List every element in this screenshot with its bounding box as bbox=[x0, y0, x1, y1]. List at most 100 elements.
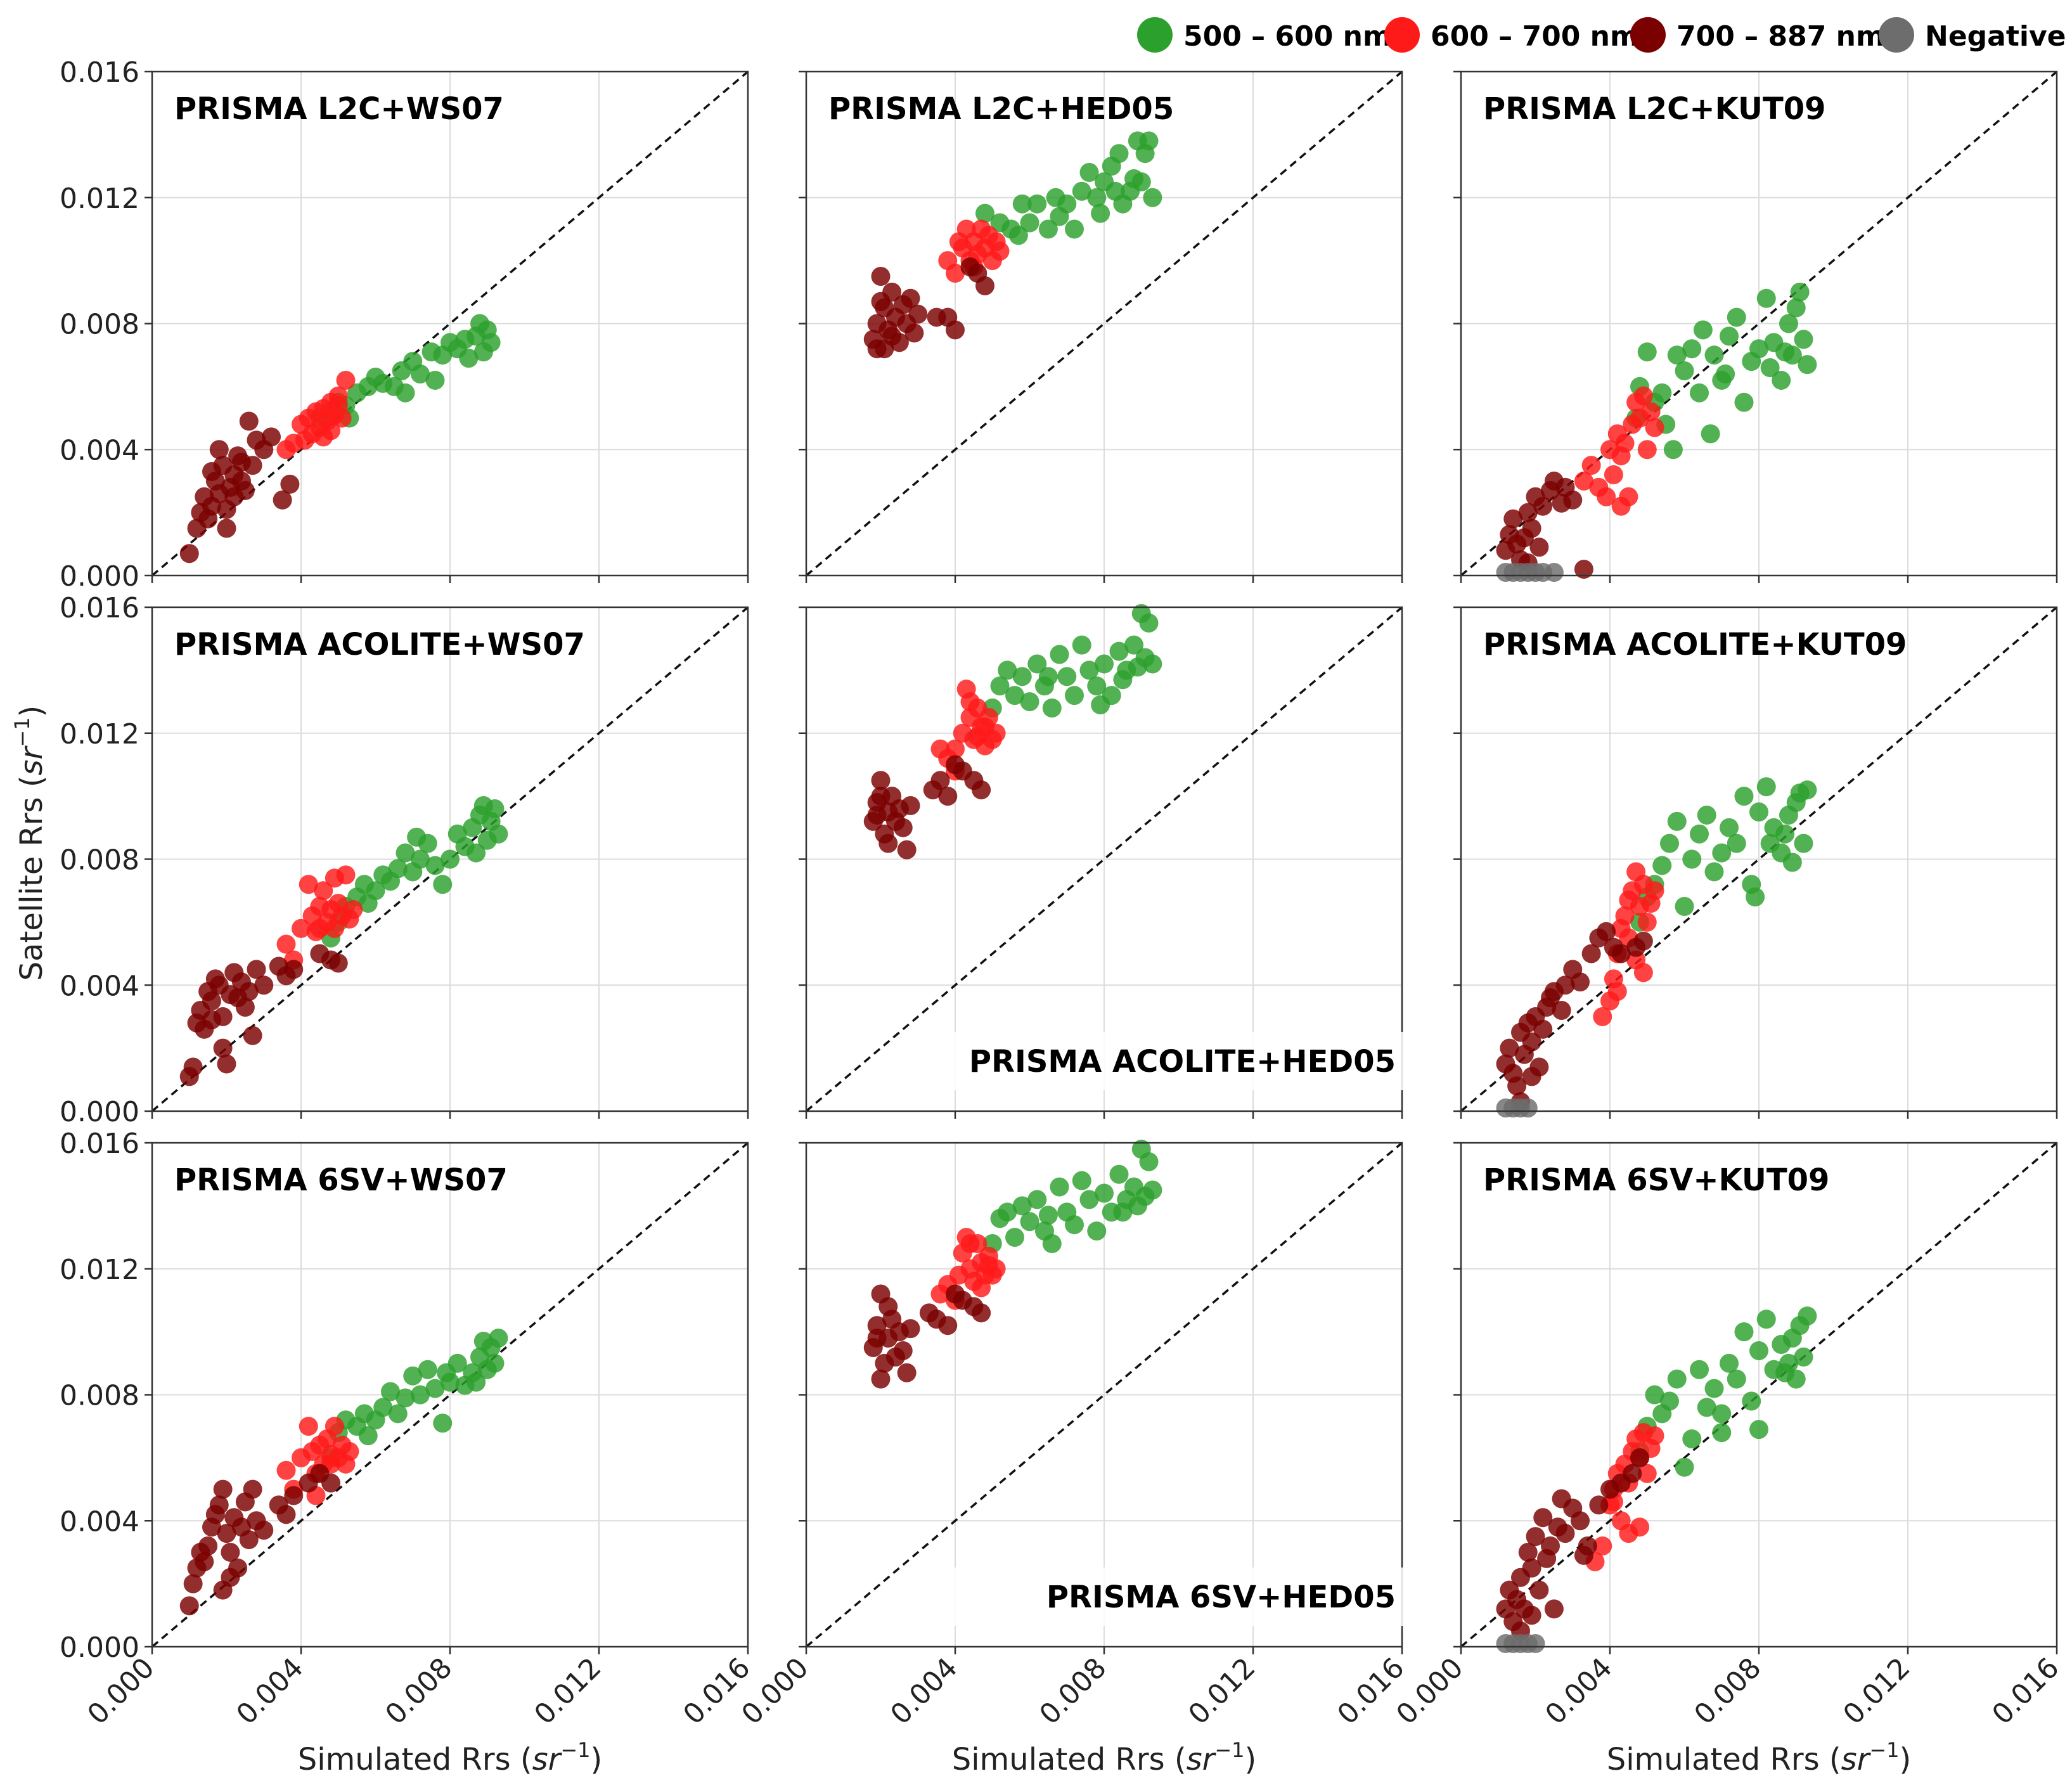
data-point bbox=[425, 1379, 445, 1398]
data-point bbox=[1038, 219, 1058, 239]
y-tick-label: 0.012 bbox=[60, 718, 139, 750]
data-point bbox=[213, 1038, 233, 1058]
data-point bbox=[1604, 465, 1623, 484]
data-point bbox=[183, 1574, 203, 1594]
data-point bbox=[1637, 1464, 1657, 1483]
data-point bbox=[1042, 1234, 1062, 1253]
data-point bbox=[949, 232, 968, 252]
data-point bbox=[1772, 370, 1791, 390]
x-tick-label: 0.000 bbox=[735, 1652, 814, 1731]
data-point bbox=[1581, 944, 1601, 963]
data-point bbox=[425, 856, 445, 875]
x-axis-unit: sr bbox=[1187, 1742, 1217, 1777]
data-point bbox=[930, 771, 950, 790]
data-point bbox=[1065, 1215, 1084, 1235]
data-point bbox=[1641, 402, 1661, 422]
data-point bbox=[1697, 1398, 1716, 1417]
data-point bbox=[1690, 824, 1709, 844]
data-point bbox=[344, 900, 363, 919]
series-d bbox=[179, 411, 300, 563]
data-point bbox=[998, 660, 1017, 680]
data-point bbox=[1727, 1369, 1746, 1389]
data-point bbox=[388, 1404, 408, 1424]
data-point bbox=[224, 487, 244, 506]
data-point bbox=[1756, 288, 1776, 308]
data-point bbox=[1042, 699, 1062, 718]
data-point bbox=[1697, 805, 1716, 825]
data-point bbox=[407, 827, 427, 847]
panel-title: PRISMA L2C+HED05 bbox=[828, 91, 1174, 127]
data-point bbox=[321, 421, 340, 441]
series-r bbox=[930, 679, 1006, 781]
data-point bbox=[1518, 503, 1538, 522]
data-point bbox=[1623, 1464, 1642, 1483]
data-point bbox=[1633, 963, 1653, 982]
data-point bbox=[1581, 456, 1601, 475]
x-tick-label: 0.004 bbox=[1539, 1652, 1618, 1731]
data-point bbox=[1798, 355, 1817, 375]
data-point bbox=[1615, 434, 1635, 453]
data-point bbox=[1544, 563, 1564, 583]
data-point bbox=[183, 1057, 203, 1077]
data-point bbox=[901, 796, 920, 816]
data-point bbox=[1775, 342, 1795, 362]
data-point bbox=[1611, 944, 1631, 963]
y-tick-label: 0.012 bbox=[60, 183, 139, 215]
series-r bbox=[276, 370, 356, 460]
data-point bbox=[960, 1234, 980, 1253]
data-point bbox=[1786, 298, 1806, 318]
data-point bbox=[1105, 181, 1125, 201]
data-point bbox=[433, 875, 453, 894]
series-g bbox=[982, 1139, 1162, 1253]
data-point bbox=[972, 1303, 991, 1323]
data-point bbox=[1720, 818, 1739, 837]
data-point bbox=[1072, 1171, 1091, 1190]
data-point bbox=[1660, 1391, 1679, 1411]
data-point bbox=[202, 991, 221, 1011]
one-to-one-line bbox=[805, 606, 1403, 1112]
legend-label: 700 – 887 nm bbox=[1676, 20, 1885, 53]
legend: 500 – 600 nm 600 – 700 nm 700 – 887 nm Nega… bbox=[1137, 17, 2066, 53]
data-point bbox=[179, 1596, 199, 1616]
one-to-one-line bbox=[151, 1142, 749, 1648]
data-point bbox=[198, 1536, 218, 1555]
data-point bbox=[897, 840, 917, 860]
data-point bbox=[418, 1360, 437, 1379]
data-point bbox=[1541, 1536, 1560, 1555]
data-point bbox=[1756, 777, 1776, 797]
data-point bbox=[1091, 695, 1110, 715]
series-d bbox=[863, 257, 994, 359]
data-point bbox=[202, 462, 221, 482]
data-point bbox=[871, 1369, 891, 1389]
x-tick-label: 0.012 bbox=[1182, 1652, 1261, 1731]
panel-title: PRISMA ACOLITE+KUT09 bbox=[1483, 627, 1907, 662]
data-point bbox=[280, 474, 300, 494]
data-point bbox=[1693, 320, 1713, 340]
data-point bbox=[1734, 787, 1754, 806]
data-point bbox=[1589, 1495, 1609, 1515]
legend-label: Negative bbox=[1925, 20, 2066, 53]
x-tick-label: 0.016 bbox=[1331, 1652, 1410, 1731]
data-point bbox=[1109, 144, 1129, 164]
data-point bbox=[217, 518, 236, 538]
data-point bbox=[1716, 364, 1735, 383]
data-point bbox=[1124, 635, 1143, 655]
data-point bbox=[878, 834, 898, 853]
data-point bbox=[254, 975, 274, 995]
data-point bbox=[325, 1417, 344, 1436]
data-point bbox=[358, 894, 378, 913]
data-point bbox=[1645, 418, 1664, 437]
data-point bbox=[878, 1297, 898, 1317]
data-point bbox=[1712, 843, 1732, 863]
legend-item: 700 – 887 nm bbox=[1630, 17, 1885, 53]
data-point bbox=[485, 799, 505, 818]
data-point bbox=[972, 1278, 991, 1297]
y-tick-label: 0.000 bbox=[60, 1632, 139, 1664]
x-tick-label: 0.004 bbox=[230, 1652, 309, 1731]
data-point bbox=[489, 1329, 508, 1348]
data-point bbox=[433, 1413, 453, 1433]
data-point bbox=[1128, 1196, 1147, 1216]
x-axis-close: ) bbox=[591, 1742, 603, 1777]
panel-2: PRISMA L2C+HED05 bbox=[799, 70, 1403, 583]
data-point bbox=[1663, 440, 1683, 460]
